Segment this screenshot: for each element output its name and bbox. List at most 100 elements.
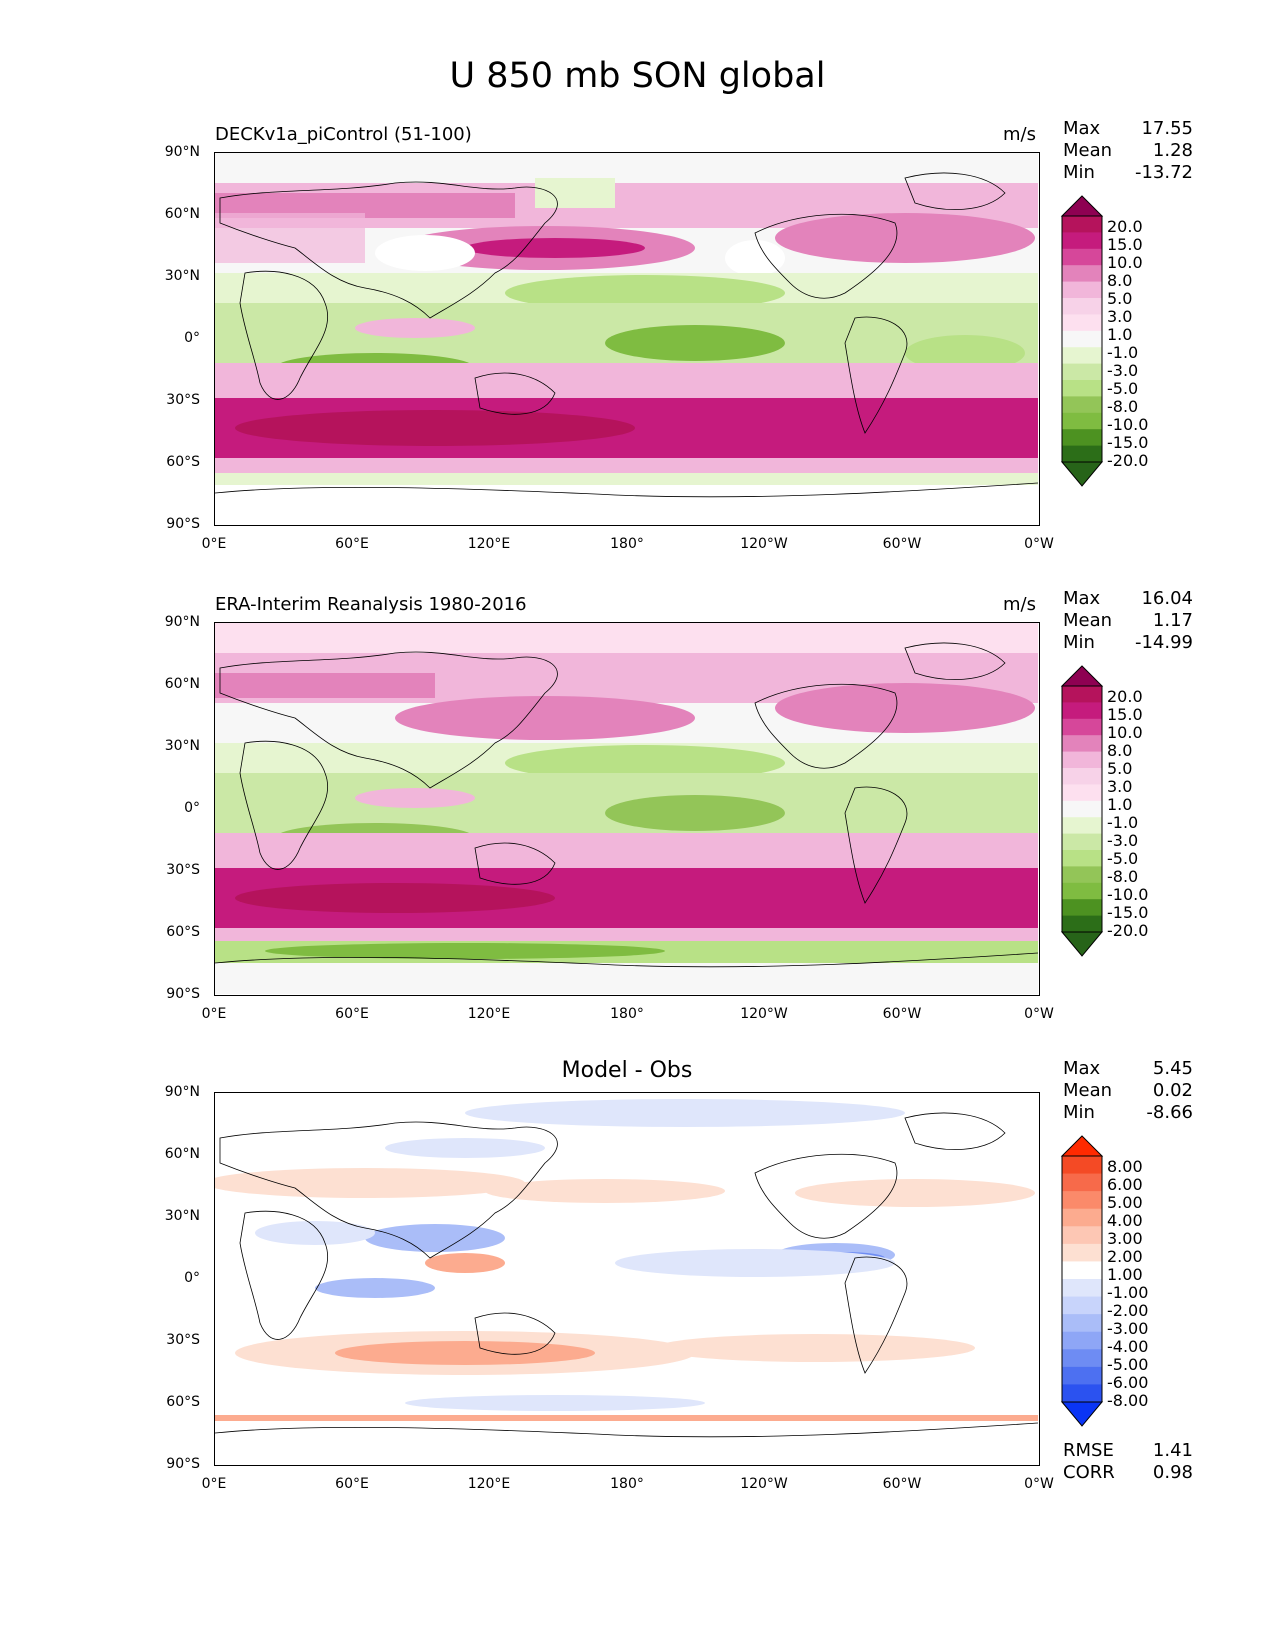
colorbar-tick-label: -3.0 — [1107, 361, 1139, 380]
colorbar-outline — [1061, 215, 1103, 463]
x-tick-label: 180° — [610, 1006, 644, 1022]
colorbar-top-cap — [1060, 1135, 1104, 1157]
x-tick-label: 60°E — [335, 1006, 369, 1022]
x-tick-label: 0°E — [201, 1476, 227, 1492]
colorbar-tick-label: 10.0 — [1107, 253, 1143, 272]
stat-value: 17.55 — [1141, 118, 1193, 139]
x-tick-label: 180° — [610, 536, 644, 552]
colorbar-segment — [1062, 1261, 1102, 1280]
stat-label: Min — [1063, 632, 1095, 653]
stat-label: Max — [1063, 118, 1101, 139]
colorbar — [1060, 1135, 1104, 1427]
x-tick-label: 0°W — [1024, 1006, 1054, 1022]
y-tick-label: 0° — [184, 1270, 200, 1286]
colorbar-tick-label: -4.00 — [1107, 1337, 1149, 1356]
colorbar-segment — [1062, 1349, 1102, 1368]
colorbar-tick-label: 5.00 — [1107, 1193, 1143, 1212]
colorbar-segment — [1062, 866, 1102, 884]
stat-value: 1.17 — [1152, 610, 1193, 631]
colorbar-tick-label: 5.0 — [1107, 759, 1133, 778]
colorbar-tick-label: 15.0 — [1107, 235, 1143, 254]
stat-value: 1.41 — [1152, 1440, 1193, 1461]
colorbar-outline — [1061, 685, 1103, 933]
colorbar-segment — [1062, 1296, 1102, 1315]
figure-title: U 850 mb SON global — [449, 56, 826, 96]
colorbar-tick-label: 1.00 — [1107, 1265, 1143, 1284]
map-plot — [214, 622, 1040, 996]
x-tick-label: 0°E — [201, 1006, 227, 1022]
x-tick-label: 0°E — [201, 536, 227, 552]
colorbar-segment — [1062, 817, 1102, 835]
x-tick-label: 120°W — [740, 1006, 788, 1022]
colorbar-segment — [1062, 1384, 1102, 1403]
colorbar-tick-label: 1.0 — [1107, 795, 1133, 814]
colorbar-tick-label: 20.0 — [1107, 687, 1143, 706]
x-tick-label: 120°E — [467, 536, 511, 552]
colorbar-labels: 20.0 15.0 10.0 8.0 5.0 3.0 1.0 -1.0 -3.0 -5.0 -8.0… — [1107, 218, 1148, 470]
colorbar-segment — [1062, 751, 1102, 769]
y-tick-label: 90°N — [164, 144, 200, 160]
y-tick-label: 90°S — [166, 516, 200, 532]
colorbar-tick-label: -8.0 — [1107, 397, 1139, 416]
x-tick-label: 180° — [610, 1476, 644, 1492]
stat-label: Max — [1063, 1058, 1101, 1079]
colorbar-segment — [1062, 1208, 1102, 1227]
x-tick-label: 60°W — [882, 536, 922, 552]
colorbar-segment — [1062, 1173, 1102, 1192]
colorbar-segment — [1062, 298, 1102, 315]
colorbar-outline — [1061, 1155, 1103, 1403]
stat-value: 5.45 — [1152, 1058, 1193, 1079]
stat-label: Max — [1063, 588, 1101, 609]
colorbar-segment — [1062, 1191, 1102, 1210]
units-label: m/s — [1003, 124, 1036, 145]
colorbar-top-cap — [1060, 665, 1104, 687]
colorbar-tick-label: 3.00 — [1107, 1229, 1143, 1248]
colorbar-segment — [1062, 718, 1102, 736]
colorbar-segment — [1062, 265, 1102, 283]
y-tick-label: 60°S — [166, 924, 200, 940]
colorbar-tick-label: 8.0 — [1107, 271, 1133, 290]
colorbar-segment — [1062, 899, 1102, 917]
colorbar-tick-label: -3.00 — [1107, 1319, 1149, 1338]
y-tick-label: 30°S — [166, 862, 200, 878]
y-tick-label: 60°N — [164, 1146, 200, 1162]
colorbar-tick-label: -6.00 — [1107, 1373, 1149, 1392]
contour-map — [215, 1093, 1038, 1464]
colorbar-segment — [1062, 248, 1102, 266]
colorbar-segment — [1062, 412, 1102, 430]
stat-label: Mean — [1063, 1080, 1113, 1101]
colorbar-tick-label: -1.0 — [1107, 813, 1139, 832]
colorbar-tick-label: -8.0 — [1107, 867, 1139, 886]
map-plot — [214, 152, 1040, 526]
colorbar-tick-label: 2.00 — [1107, 1247, 1143, 1266]
colorbar-tick-label: -5.0 — [1107, 849, 1139, 868]
colorbar-tick-label: 10.0 — [1107, 723, 1143, 742]
y-tick-label: 0° — [184, 800, 200, 816]
colorbar-segment — [1062, 314, 1102, 332]
colorbar-bottom-cap — [1060, 1401, 1104, 1427]
stat-label: Min — [1063, 162, 1095, 183]
colorbar-segment — [1062, 281, 1102, 299]
stat-label: Min — [1063, 1102, 1095, 1123]
colorbar-segment — [1062, 768, 1102, 785]
colorbar-tick-label: 8.0 — [1107, 741, 1133, 760]
colorbar-segment — [1062, 330, 1102, 348]
colorbar-tick-label: 4.00 — [1107, 1211, 1143, 1230]
colorbar-tick-label: -10.0 — [1107, 885, 1149, 904]
y-tick-label: 90°N — [164, 614, 200, 630]
panel-title: DECKv1a_piControl (51-100) — [215, 124, 472, 145]
y-tick-label: 30°S — [166, 1332, 200, 1348]
colorbar-segment — [1062, 686, 1102, 703]
colorbar-segment — [1062, 363, 1102, 381]
colorbar-segment — [1062, 1314, 1102, 1333]
colorbar-segment — [1062, 1331, 1102, 1350]
panel-title: ERA-Interim Reanalysis 1980-2016 — [215, 594, 527, 615]
colorbar-tick-label: -15.0 — [1107, 903, 1149, 922]
y-tick-label: 60°S — [166, 1394, 200, 1410]
colorbar-tick-label: -1.00 — [1107, 1283, 1149, 1302]
x-tick-label: 120°E — [467, 1006, 511, 1022]
stat-label: RMSE — [1063, 1440, 1114, 1461]
colorbar-segment — [1062, 216, 1102, 233]
x-tick-label: 60°E — [335, 1476, 369, 1492]
colorbar-tick-label: 6.00 — [1107, 1175, 1143, 1194]
